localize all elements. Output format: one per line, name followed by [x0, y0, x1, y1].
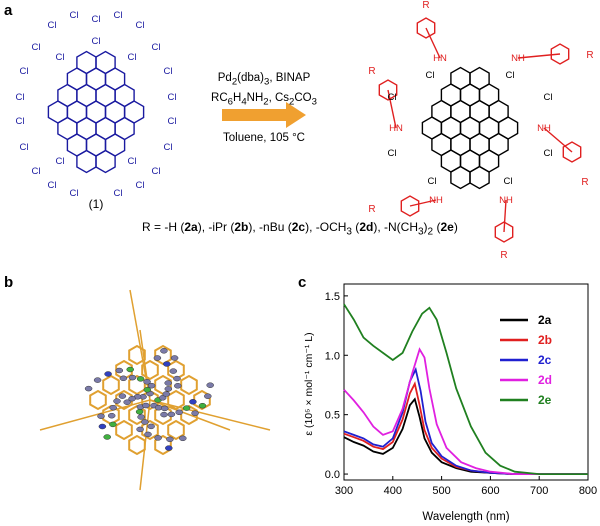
x-axis: 300 400 500 600 700 800 [335, 476, 597, 497]
atom-label: Cl [56, 156, 65, 167]
x-tick-label: 800 [579, 485, 597, 497]
series-lines [343, 303, 588, 476]
reaction-conditions: Toluene, 105 °C [223, 132, 305, 144]
atom-label: Cl [164, 66, 173, 77]
x-tick-label: 400 [384, 485, 402, 497]
product-structure [421, 66, 519, 190]
atom-label: Cl [504, 176, 513, 187]
absorption-chart: 0.0 0.5 1.0 1.5 300 400 500 600 700 800 2a 2b 2c 2d… [303, 283, 597, 523]
atom-label: R [368, 66, 375, 77]
series-2d [343, 347, 588, 476]
series-2a [343, 397, 588, 476]
atom-label: R [368, 204, 375, 215]
y-tick-label: 0.0 [325, 469, 340, 481]
crystal-structure-image [39, 289, 271, 491]
reagent-amine-base: RC6H4NH2, Cs2CO3 [211, 92, 317, 108]
series-2c [343, 366, 588, 476]
atom-label: Cl [164, 142, 173, 153]
panel-letter-a: a [4, 2, 13, 19]
atom-label: Cl [16, 92, 25, 103]
atom-label: NH [511, 53, 525, 64]
x-tick-label: 300 [335, 485, 353, 497]
atom-label: Cl [32, 166, 41, 177]
atom-label: Cl [136, 20, 145, 31]
atom-label: R [500, 250, 507, 261]
atom-label: Cl [168, 92, 177, 103]
atom-label: HN [389, 123, 403, 134]
y-tick-label: 1.0 [325, 350, 340, 362]
reaction-arrow [222, 102, 306, 128]
atom-label: NH [499, 195, 513, 206]
atom-label: Cl [152, 42, 161, 53]
r-group-definitions: R = -H (2a), -iPr (2b), -nBu (2c), -OCH3… [142, 220, 458, 238]
atom-label: Cl [152, 166, 161, 177]
legend-label-2e: 2e [538, 393, 552, 407]
atom-label: Cl [544, 92, 553, 103]
atom-label: Cl [48, 20, 57, 31]
x-tick-label: 700 [530, 485, 548, 497]
series-2e [343, 303, 588, 476]
atom-label: Cl [136, 180, 145, 191]
atom-label: Cl [388, 148, 397, 159]
legend: 2a 2b 2c 2d 2e [500, 313, 552, 407]
y-tick-label: 0.5 [325, 410, 340, 422]
reaction-scheme: Cl Cl Cl Cl Cl Cl Cl Cl Cl Cl Cl Cl Cl Cl Cl Cl Cl Cl Cl Cl… [16, 0, 594, 261]
legend-label-2a: 2a [538, 313, 552, 327]
atom-label: Cl [168, 116, 177, 127]
atom-label: Cl [32, 42, 41, 53]
atom-label: R [581, 177, 588, 188]
y-axis-label: ε (10⁵ × mol⁻¹ cm⁻¹ L) [303, 332, 315, 435]
x-axis-label: Wavelength (nm) [422, 511, 509, 523]
atom-label: Cl [20, 66, 29, 77]
reactant-label: (1) [89, 197, 104, 211]
product-arylamine-arms [378, 17, 582, 243]
atom-label: Cl [428, 176, 437, 187]
atom-label: Cl [114, 10, 123, 21]
atom-label: Cl [92, 36, 101, 47]
atom-label: Cl [92, 14, 101, 25]
x-tick-label: 600 [481, 485, 499, 497]
legend-label-2c: 2c [538, 353, 552, 367]
plot-frame [343, 283, 589, 481]
atom-label: Cl [20, 142, 29, 153]
series-2b [343, 381, 588, 476]
reagent-catalyst: Pd2(dba)3, BINAP [217, 72, 311, 88]
atom-label: NH [429, 195, 443, 206]
panel-letter-b: b [4, 274, 14, 291]
atom-label: Cl [506, 70, 515, 81]
y-axis: 0.0 0.5 1.0 1.5 [325, 291, 348, 481]
atom-label: Cl [48, 180, 57, 191]
atom-label: R [586, 50, 593, 61]
atom-label: Cl [426, 70, 435, 81]
atom-label: R [422, 0, 429, 11]
legend-label-2b: 2b [538, 333, 552, 347]
atom-label: Cl [128, 52, 137, 63]
atom-label: Cl [544, 148, 553, 159]
reactant-structure [47, 50, 145, 174]
atom-label: Cl [70, 188, 79, 199]
structure-atom-labels: Cl Cl Cl Cl Cl Cl Cl Cl Cl Cl Cl Cl Cl Cl Cl Cl Cl Cl Cl Cl… [16, 0, 594, 261]
x-tick-label: 500 [432, 485, 450, 497]
atom-label: Cl [114, 188, 123, 199]
legend-label-2d: 2d [538, 373, 552, 387]
atom-label: Cl [70, 10, 79, 21]
atom-label: Cl [388, 92, 397, 103]
atom-label: Cl [56, 52, 65, 63]
panel-letter-c: c [298, 274, 307, 291]
atom-label: NH [537, 123, 551, 134]
atom-label: HN [433, 53, 447, 64]
y-tick-label: 1.5 [325, 291, 340, 303]
atom-label: Cl [16, 116, 25, 127]
atom-label: Cl [128, 156, 137, 167]
